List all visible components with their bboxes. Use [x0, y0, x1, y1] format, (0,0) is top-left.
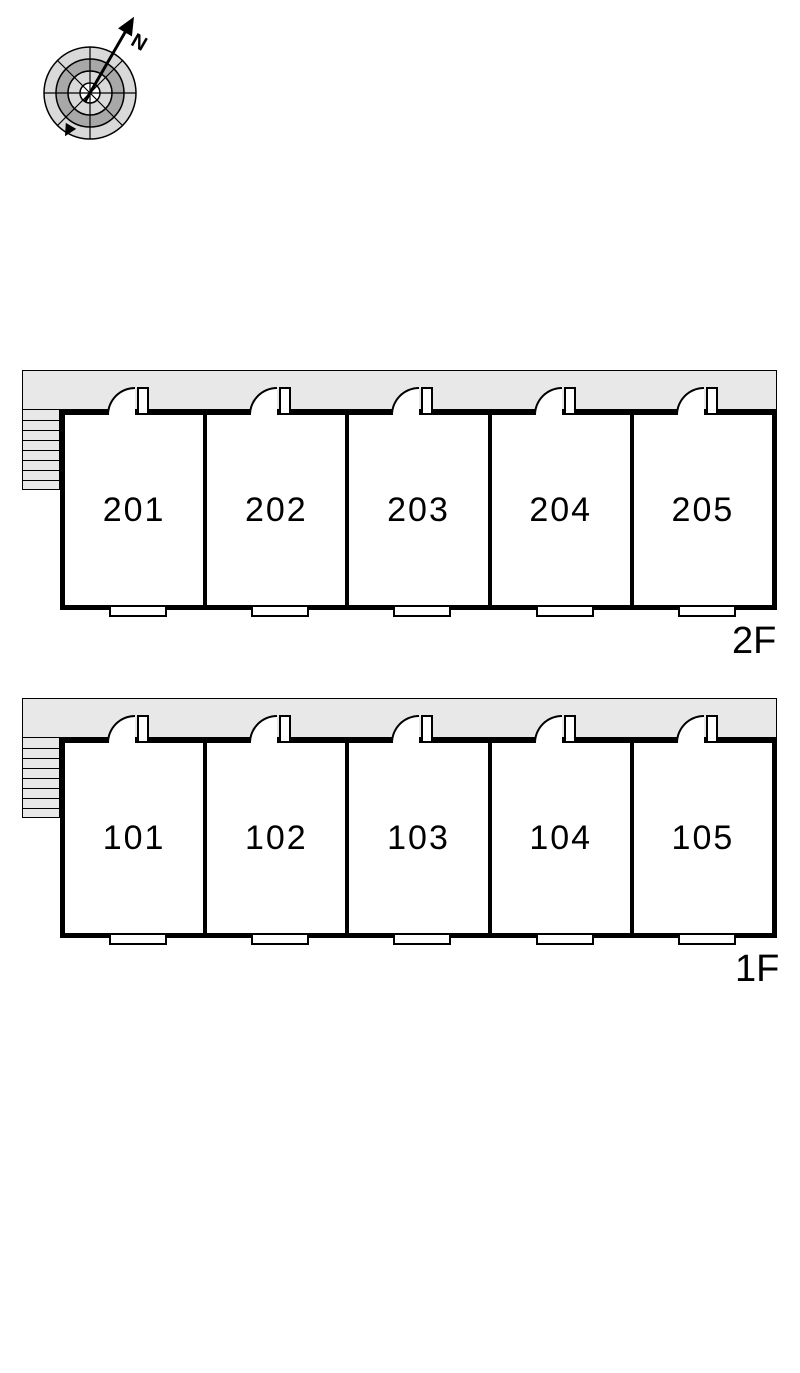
door-icon — [249, 379, 297, 415]
unit-label: 102 — [245, 819, 308, 858]
window-icon — [678, 933, 736, 945]
door-icon — [534, 707, 582, 743]
unit-label: 202 — [245, 491, 308, 530]
unit-label: 201 — [103, 491, 166, 530]
door-icon — [107, 707, 155, 743]
unit-label: 101 — [103, 819, 166, 858]
unit-205: 205 — [634, 415, 772, 605]
window-icon — [251, 605, 309, 617]
unit-201: 201 — [65, 415, 207, 605]
window-icon — [251, 933, 309, 945]
compass-icon: N — [10, 5, 170, 165]
unit-103: 103 — [349, 743, 491, 933]
stairs-1f — [22, 738, 60, 818]
door-icon — [676, 707, 724, 743]
window-icon — [536, 933, 594, 945]
unit-label: 204 — [529, 491, 592, 530]
unit-label: 103 — [387, 819, 450, 858]
unit-105: 105 — [634, 743, 772, 933]
door-icon — [107, 379, 155, 415]
unit-label: 104 — [529, 819, 592, 858]
unit-label: 205 — [672, 491, 735, 530]
floorplan-page: N 201 — [0, 0, 800, 1373]
floor-label-1f: 1F — [735, 948, 779, 991]
door-icon — [391, 707, 439, 743]
units-row-1f: 101 102 103 — [60, 738, 777, 938]
window-icon — [536, 605, 594, 617]
door-icon — [534, 379, 582, 415]
unit-204: 204 — [492, 415, 634, 605]
unit-label: 203 — [387, 491, 450, 530]
units-row-2f: 201 202 203 — [60, 410, 777, 610]
window-icon — [393, 933, 451, 945]
window-icon — [393, 605, 451, 617]
door-icon — [676, 379, 724, 415]
floor-label-2f: 2F — [732, 620, 776, 663]
door-icon — [249, 707, 297, 743]
unit-202: 202 — [207, 415, 349, 605]
door-icon — [391, 379, 439, 415]
unit-104: 104 — [492, 743, 634, 933]
window-icon — [678, 605, 736, 617]
stairs-2f — [22, 410, 60, 490]
window-icon — [109, 605, 167, 617]
unit-label: 105 — [672, 819, 735, 858]
unit-102: 102 — [207, 743, 349, 933]
unit-203: 203 — [349, 415, 491, 605]
unit-101: 101 — [65, 743, 207, 933]
window-icon — [109, 933, 167, 945]
